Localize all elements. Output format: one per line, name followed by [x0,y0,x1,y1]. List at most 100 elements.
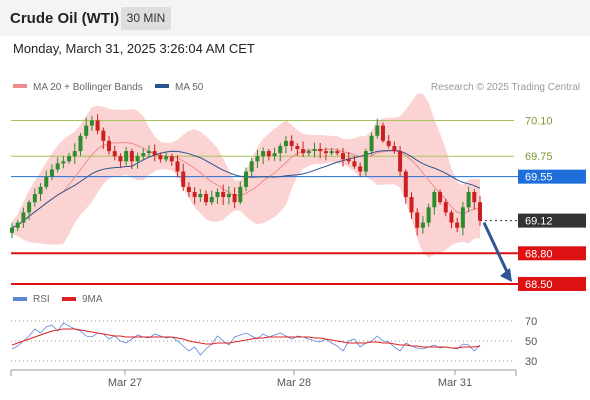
arrow-shaft [482,221,510,275]
candle [244,167,248,192]
candle [420,216,425,234]
candle [186,182,191,198]
candle-body [192,191,197,198]
candle [341,147,346,167]
candle [415,208,420,236]
candle-body [226,194,231,198]
candle [409,192,414,219]
candle-body [460,207,465,228]
level-label-box [518,213,586,228]
candle-body [84,125,89,136]
candle [283,136,288,154]
candle-body [55,163,60,170]
candle [89,115,94,131]
candle-body [466,191,471,208]
candle-body [323,151,328,154]
candle-body [472,191,477,203]
level-label: 69.75 [525,151,553,163]
candle-body [181,171,186,187]
datetime-label: Monday, March 31, 2025 3:26:04 AM CET [13,41,255,56]
forecast-arrow [482,221,512,282]
candle [289,135,294,151]
candle [32,188,37,207]
candle-body [198,194,203,198]
candle-body [289,140,294,146]
candle-body [209,197,214,203]
candle-body [295,145,300,150]
candle-body [238,186,243,203]
legend-swatch-9ma [62,297,76,301]
candle-body [152,151,157,156]
candle-body [67,156,72,162]
candle [152,144,157,162]
candle-body [352,161,357,167]
candle [392,141,397,154]
candle [432,189,437,215]
candle [272,147,277,161]
candle-body [164,156,169,160]
candle-body [369,135,374,152]
candle [164,151,169,162]
candle [221,184,226,206]
candle-body [335,151,340,154]
candle-body [175,161,180,172]
rsi-tick-label: 30 [525,356,537,368]
candle-body [386,140,391,146]
candle [198,189,203,202]
candle [358,162,363,177]
candle-body [312,149,317,152]
candle-body [415,212,420,228]
rsi-tick-label: 50 [525,336,537,348]
candle [312,142,317,158]
level-labels: 70.10 69.75 69.55 69.12 68.80 68.50 [518,115,586,291]
rsi-9ma-line [11,328,481,349]
candle-body [38,186,43,195]
candle-body [449,212,454,223]
candle-body [10,227,14,233]
candle-body [112,151,117,157]
candle [455,217,460,233]
candle-body [443,202,448,213]
candle [329,148,334,156]
level-label-box [518,276,586,291]
candle-body [306,151,311,154]
candle-body [438,191,443,203]
candle-body [255,156,260,162]
candle-body [169,156,174,162]
candle-body [420,222,425,228]
candle [226,186,231,205]
candle-body [135,156,140,162]
candle [295,143,300,156]
candle [249,157,254,176]
candle-body [409,197,414,213]
timeframe-button[interactable]: 30 MIN [121,7,171,30]
candle [238,181,243,205]
legend-swatch-rsi [13,297,27,301]
candle-body [403,171,408,198]
candle [181,163,186,191]
candle-body [375,125,380,136]
candle [118,153,123,169]
candle-body [398,151,403,172]
legend-label-ma20: MA 20 + Bollinger Bands [33,82,143,93]
instrument-title: Crude Oil (WTI) [10,10,120,27]
candle-body [141,153,146,157]
candle-body [101,130,106,141]
rsi-panel: 70 50 30 [11,316,537,368]
candle-body [204,194,209,203]
candle [204,190,209,206]
candle [44,170,49,190]
candle-body [107,140,112,152]
candle [175,155,180,178]
candle [192,187,197,205]
candle [61,155,66,169]
candle [323,147,328,161]
level-label: 69.12 [525,216,553,228]
candle [375,118,380,139]
candle-body [261,151,266,157]
candle [158,152,163,163]
candle [95,114,100,135]
candle-body [426,207,431,223]
